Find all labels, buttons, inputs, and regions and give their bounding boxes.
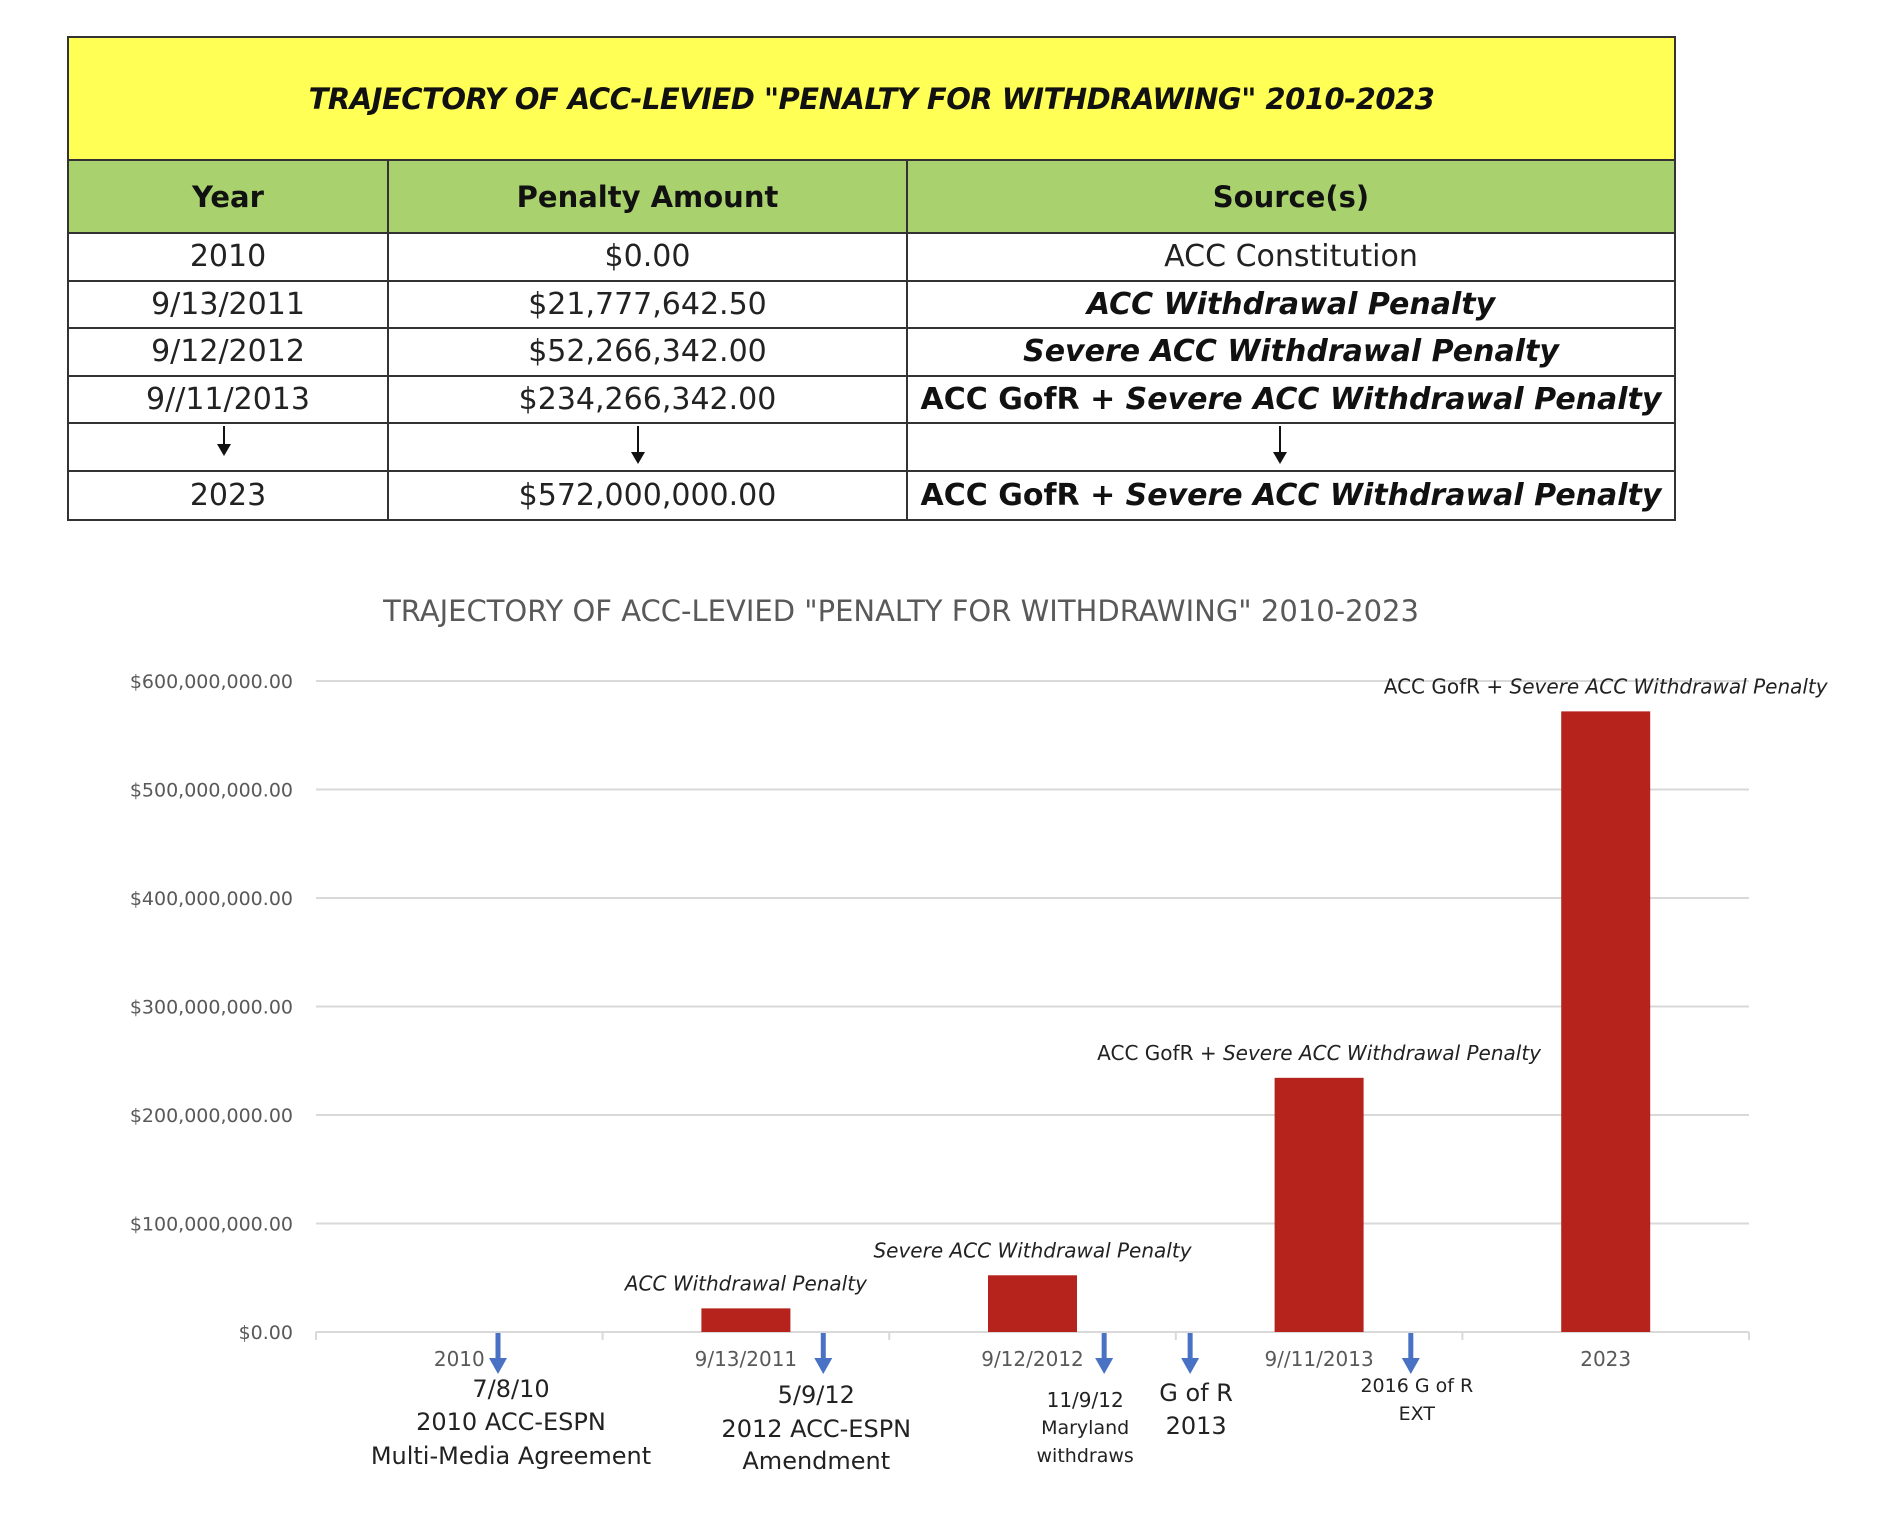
amount-cell: $234,266,342.00 bbox=[389, 376, 908, 422]
bar bbox=[1274, 1077, 1364, 1332]
event-marker: 11/9/12 Maryland withdraws bbox=[1037, 1333, 1134, 1467]
source-cell: Severe ACC Withdrawal Penalty bbox=[908, 329, 1674, 375]
y-tick-label: $400,000,000.00 bbox=[130, 888, 293, 910]
x-tick-label: 9/13/2011 bbox=[695, 1347, 798, 1371]
down-arrow-icon bbox=[1181, 1358, 1200, 1374]
table-title: TRAJECTORY OF ACC-LEVIED "PENALTY FOR WI… bbox=[69, 38, 1674, 161]
table-row: 9/12/2012 $52,266,342.00 Severe ACC With… bbox=[69, 329, 1674, 377]
event-marker: 2016 G of R EXT bbox=[1360, 1333, 1473, 1425]
x-tick-label: 9/12/2012 bbox=[981, 1347, 1084, 1371]
amount-cell: $52,266,342.00 bbox=[389, 329, 908, 375]
header-year: Year bbox=[69, 161, 389, 232]
annotation-plain: ACC GofR + bbox=[1097, 1041, 1223, 1065]
x-tick-label: 2023 bbox=[1580, 1347, 1631, 1371]
table-row: 2010 $0.00 ACC Constitution bbox=[69, 234, 1674, 282]
annotation-plain: ACC GofR + bbox=[1384, 674, 1510, 698]
table-row: 2023 $572,000,000.00 ACC GofR + Severe A… bbox=[69, 471, 1674, 520]
event-label: 2016 G of R bbox=[1360, 1375, 1473, 1397]
event-label: Maryland bbox=[1041, 1417, 1129, 1439]
y-tick-label: $500,000,000.00 bbox=[130, 780, 293, 802]
table-header-row: Year Penalty Amount Source(s) bbox=[69, 161, 1674, 234]
source-text-italic: Severe ACC Withdrawal Penalty bbox=[1023, 334, 1559, 370]
y-tick-label: $100,000,000.00 bbox=[130, 1214, 293, 1236]
y-tick-label: $200,000,000.00 bbox=[130, 1105, 293, 1127]
bar-annotation: ACC GofR + Severe ACC Withdrawal Penalty bbox=[1097, 1041, 1542, 1065]
event-label: 2012 ACC-ESPN bbox=[721, 1415, 911, 1443]
event-label: Multi-Media Agreement bbox=[371, 1442, 651, 1470]
y-tick-label: $600,000,000.00 bbox=[130, 671, 293, 693]
event-marker: 5/9/12 2012 ACC-ESPN Amendment bbox=[721, 1333, 911, 1475]
source-cell: ACC GofR + Severe ACC Withdrawal Penalty bbox=[908, 472, 1674, 520]
event-marker: G of R 2013 bbox=[1159, 1333, 1233, 1440]
table-row: 9//11/2013 $234,266,342.00 ACC GofR + Se… bbox=[69, 376, 1674, 424]
year-cell: 9/13/2011 bbox=[69, 281, 389, 327]
down-arrow-icon bbox=[1095, 1358, 1114, 1374]
bar-annotation: Severe ACC Withdrawal Penalty bbox=[873, 1238, 1192, 1262]
down-arrow-icon bbox=[631, 426, 645, 464]
event-label: 2010 ACC-ESPN bbox=[416, 1408, 606, 1436]
y-tick-label: $0.00 bbox=[239, 1322, 293, 1344]
penalty-table: TRAJECTORY OF ACC-LEVIED "PENALTY FOR WI… bbox=[67, 36, 1676, 521]
year-cell: 9/12/2012 bbox=[69, 329, 389, 375]
source-text-italic: ACC Withdrawal Penalty bbox=[1086, 286, 1496, 322]
event-label: 11/9/12 bbox=[1047, 1388, 1124, 1412]
event-label: 2013 bbox=[1166, 1412, 1227, 1440]
year-cell: 9//11/2013 bbox=[69, 376, 389, 422]
source-cell: ACC Constitution bbox=[908, 234, 1674, 280]
down-arrow-icon bbox=[217, 426, 231, 456]
event-label: withdraws bbox=[1037, 1445, 1134, 1467]
bar bbox=[1561, 711, 1651, 1332]
year-cell: 2010 bbox=[69, 234, 389, 280]
down-arrow-icon bbox=[814, 1358, 833, 1374]
y-axis-labels: $0.00 $100,000,000.00 $200,000,000.00 $300,… bbox=[130, 671, 293, 1344]
down-arrow-icon bbox=[1273, 426, 1287, 464]
event-marker: 7/8/10 2010 ACC-ESPN Multi-Media Agreement bbox=[371, 1333, 651, 1470]
gridlines bbox=[315, 680, 1750, 1340]
bar bbox=[701, 1308, 791, 1332]
annotation-italic: Severe ACC Withdrawal Penalty bbox=[1223, 1041, 1542, 1065]
down-arrow-icon bbox=[488, 1358, 507, 1374]
y-tick-label: $300,000,000.00 bbox=[130, 997, 293, 1019]
bar-annotation: ACC GofR + Severe ACC Withdrawal Penalty bbox=[1384, 674, 1829, 698]
source-cell: ACC GofR + Severe ACC Withdrawal Penalty bbox=[908, 377, 1674, 423]
event-label: G of R bbox=[1159, 1379, 1233, 1407]
table-row-continuation bbox=[69, 424, 1674, 472]
source-text: ACC GofR + bbox=[920, 477, 1126, 513]
source-text-italic: Severe ACC Withdrawal Penalty bbox=[1125, 477, 1662, 513]
year-cell: 2023 bbox=[69, 471, 389, 519]
source-text-italic: Severe ACC Withdrawal Penalty bbox=[1125, 381, 1662, 417]
amount-cell: $21,777,642.50 bbox=[389, 281, 908, 327]
header-sources: Source(s) bbox=[1212, 179, 1370, 214]
event-label: EXT bbox=[1399, 1403, 1436, 1425]
down-arrow-icon bbox=[1401, 1358, 1420, 1374]
x-axis-labels: 2010 9/13/2011 9/12/2012 9//11/2013 2023 bbox=[434, 1347, 1631, 1371]
bar bbox=[988, 1275, 1077, 1332]
amount-cell: $0.00 bbox=[389, 234, 908, 280]
x-tick-label: 2010 bbox=[434, 1347, 485, 1371]
bar-annotation: ACC Withdrawal Penalty bbox=[623, 1271, 868, 1295]
x-tick-label: 9//11/2013 bbox=[1264, 1347, 1373, 1371]
chart-title: TRAJECTORY OF ACC-LEVIED "PENALTY FOR WI… bbox=[382, 594, 1419, 628]
bars bbox=[701, 711, 1651, 1332]
source-text: ACC GofR + bbox=[920, 381, 1126, 417]
header-penalty-amount: Penalty Amount bbox=[389, 161, 908, 232]
annotation-italic: Severe ACC Withdrawal Penalty bbox=[873, 1238, 1192, 1262]
event-label: 7/8/10 bbox=[472, 1375, 549, 1403]
source-cell: ACC Withdrawal Penalty bbox=[908, 282, 1674, 328]
amount-cell: $572,000,000.00 bbox=[389, 471, 908, 519]
event-markers: 7/8/10 2010 ACC-ESPN Multi-Media Agreement… bbox=[371, 1333, 1473, 1475]
table-row: 9/13/2011 $21,777,642.50 ACC Withdrawal … bbox=[69, 281, 1674, 329]
annotation-italic: ACC Withdrawal Penalty bbox=[623, 1271, 868, 1295]
event-label: 5/9/12 bbox=[778, 1381, 855, 1409]
source-text: ACC Constitution bbox=[1164, 239, 1418, 275]
event-label: Amendment bbox=[742, 1447, 890, 1475]
annotation-italic: Severe ACC Withdrawal Penalty bbox=[1510, 674, 1829, 698]
